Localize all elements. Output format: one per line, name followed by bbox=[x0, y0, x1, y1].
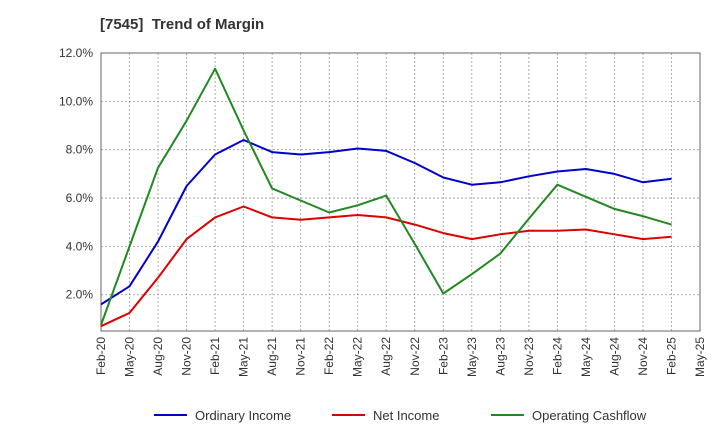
x-tick-label: Aug-20 bbox=[151, 337, 165, 376]
legend-label: Operating Cashflow bbox=[532, 408, 647, 423]
plot-area-frame bbox=[100, 52, 701, 332]
x-tick-label: Aug-24 bbox=[607, 337, 621, 376]
x-tick-label: May-25 bbox=[693, 337, 707, 377]
y-tick-label: 8.0% bbox=[66, 143, 94, 157]
x-tick-label: May-20 bbox=[123, 337, 137, 377]
y-tick-label: 2.0% bbox=[66, 288, 94, 302]
x-tick-label: Aug-22 bbox=[379, 337, 393, 376]
x-tick-label: Nov-20 bbox=[180, 337, 194, 376]
x-tick-label: Feb-22 bbox=[322, 337, 336, 375]
x-tick-label: Nov-24 bbox=[636, 337, 650, 376]
y-axis-ticks: 2.0% 4.0% 6.0% 8.0% 10.0% 12.0% bbox=[59, 46, 93, 302]
y-tick-label: 4.0% bbox=[66, 239, 94, 253]
y-tick-label: 10.0% bbox=[59, 94, 93, 108]
series-lines bbox=[100, 67, 672, 328]
legend: Ordinary Income Net Income Operating Cashf… bbox=[154, 408, 647, 423]
x-tick-label: May-22 bbox=[351, 337, 365, 377]
series-line-net-income bbox=[100, 205, 672, 328]
x-tick-label: Nov-21 bbox=[294, 337, 308, 376]
x-tick-label: Nov-23 bbox=[522, 337, 536, 376]
x-tick-label: Feb-23 bbox=[436, 337, 450, 375]
x-axis-ticks: Feb-20 May-20 Aug-20 Nov-20 Feb-21 May-21 Aug-… bbox=[94, 337, 707, 377]
x-tick-label: Feb-21 bbox=[208, 337, 222, 375]
y-tick-label: 6.0% bbox=[66, 191, 94, 205]
y-tick-label: 12.0% bbox=[59, 46, 93, 60]
x-tick-label: Aug-23 bbox=[493, 337, 507, 376]
x-tick-label: Aug-21 bbox=[265, 337, 279, 376]
series-line-ordinary-income bbox=[100, 139, 672, 306]
x-tick-label: May-21 bbox=[237, 337, 251, 377]
grid-lines bbox=[101, 53, 700, 331]
x-tick-label: Feb-20 bbox=[94, 337, 108, 375]
x-tick-label: May-24 bbox=[579, 337, 593, 377]
chart-title: [7545] Trend of Margin bbox=[100, 16, 265, 33]
legend-label: Net Income bbox=[373, 408, 439, 423]
series-line-operating-cashflow bbox=[100, 67, 672, 326]
x-tick-label: Feb-25 bbox=[664, 337, 678, 375]
x-tick-label: May-23 bbox=[465, 337, 479, 377]
legend-label: Ordinary Income bbox=[195, 408, 291, 423]
x-tick-label: Feb-24 bbox=[550, 337, 564, 375]
x-tick-label: Nov-22 bbox=[408, 337, 422, 376]
